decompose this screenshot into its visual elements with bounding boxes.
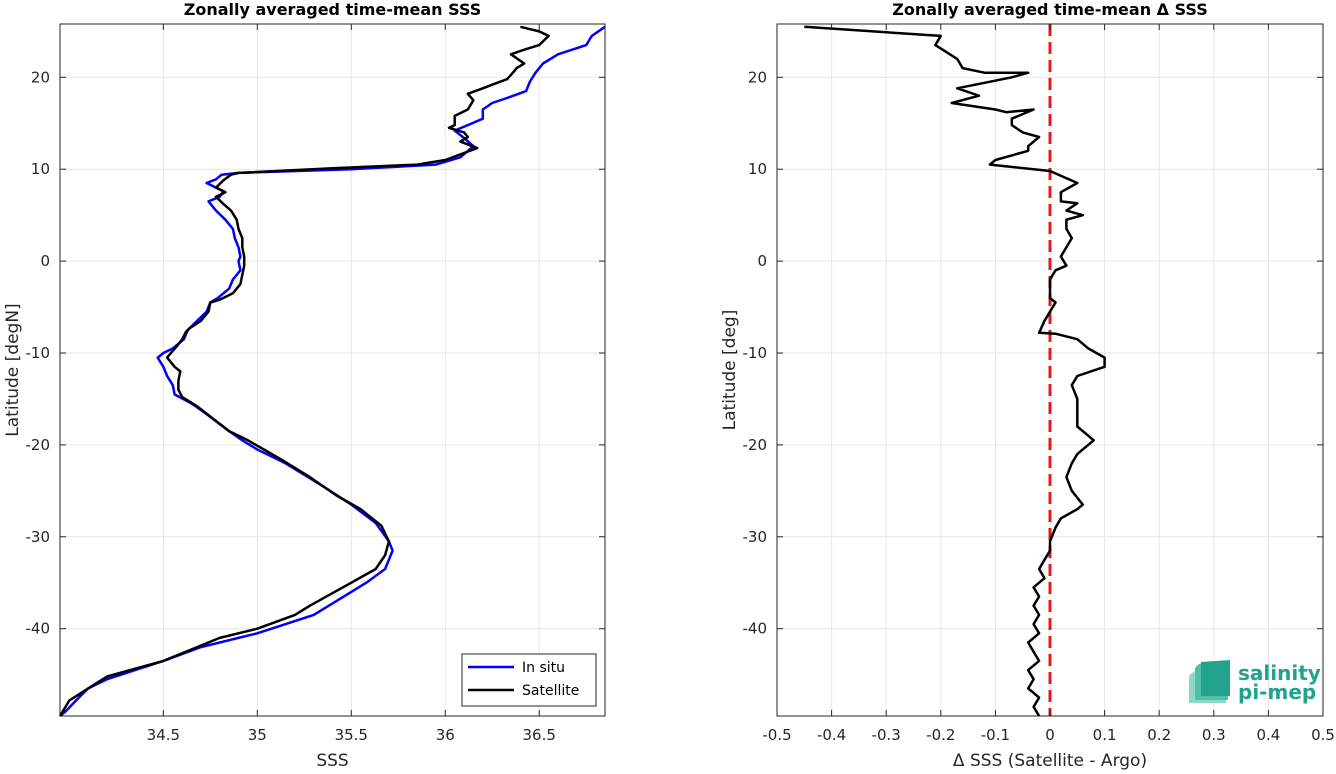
y-tick-label: -10 (26, 344, 51, 362)
y-tick-label: 20 (31, 68, 50, 86)
x-tick-label: -0.5 (762, 726, 791, 744)
figure: 34.5 35 35.5 36 36.5 -40 -30 -20 -10 0 10 20 Zonally… (0, 0, 1336, 770)
y-tick-label: 0 (757, 252, 767, 270)
chart-title: Zonally averaged time-mean Δ SSS (892, 0, 1208, 19)
x-tick-label: -0.3 (872, 726, 901, 744)
x-tick-label: 0.5 (1311, 726, 1335, 744)
y-tick-label: -20 (743, 436, 768, 454)
y-tick-label: 0 (40, 252, 50, 270)
x-tick-label: 34.5 (147, 726, 180, 744)
logo-waves-icon (1189, 660, 1230, 703)
x-axis-label: Δ SSS (Satellite - Argo) (953, 751, 1147, 770)
chart-title: Zonally averaged time-mean SSS (184, 0, 482, 19)
x-tick-label: 0 (1045, 726, 1055, 744)
salinity-pi-mep-logo: salinity pi-mep (1189, 660, 1321, 704)
y-tick-label: -30 (26, 528, 51, 546)
y-tick-label: 10 (31, 160, 50, 178)
delta-sss-panel: -0.5 -0.4 -0.3 -0.2 -0.1 0 0.1 0.2 0.3 0.4 0.5 -40 -… (720, 0, 1335, 770)
x-tick-label: 0.2 (1147, 726, 1171, 744)
x-tick-label: 35 (248, 726, 267, 744)
y-tick-label: -40 (743, 620, 768, 638)
x-tick-label: 0.3 (1202, 726, 1226, 744)
series-line-delta-sss (804, 27, 1104, 716)
x-tick-label: 36.5 (523, 726, 556, 744)
y-tick-label: -20 (26, 436, 51, 454)
legend-label: Satellite (522, 683, 579, 699)
x-tick-label: 35.5 (335, 726, 368, 744)
x-tick-label: -0.1 (981, 726, 1010, 744)
sss-panel: 34.5 35 35.5 36 36.5 -40 -30 -20 -10 0 10 20 Zonally… (3, 0, 605, 770)
x-tick-label: -0.4 (817, 726, 846, 744)
y-axis-label: Latitude [degN] (3, 303, 23, 436)
axes-box (60, 24, 605, 716)
series-line-in-situ (60, 27, 605, 716)
chart-canvas: 34.5 35 35.5 36 36.5 -40 -30 -20 -10 0 10 20 Zonally… (0, 0, 1336, 770)
legend-label: In situ (522, 660, 565, 676)
x-tick-label: 0.1 (1093, 726, 1117, 744)
y-tick-label: 10 (748, 160, 767, 178)
legend: In situ Satellite (462, 654, 596, 706)
y-axis-label: Latitude [deg] (720, 310, 740, 431)
x-tick-label: 36 (436, 726, 455, 744)
logo-line2: pi-mep (1238, 680, 1316, 704)
y-tick-label: 20 (748, 68, 767, 86)
y-tick-label: -40 (26, 620, 51, 638)
x-tick-label: 0.4 (1256, 726, 1280, 744)
series-line-satellite (60, 27, 549, 716)
y-tick-label: -30 (743, 528, 768, 546)
x-tick-label: -0.2 (926, 726, 955, 744)
x-axis-label: SSS (316, 751, 348, 770)
y-tick-label: -10 (743, 344, 768, 362)
